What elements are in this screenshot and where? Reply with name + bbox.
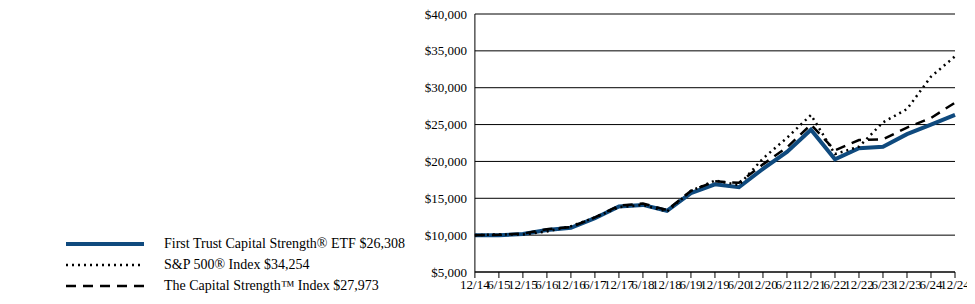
svg-text:12/23: 12/23	[892, 277, 922, 292]
svg-text:6/21: 6/21	[775, 277, 798, 292]
svg-text:$40,000: $40,000	[425, 8, 467, 22]
html-text:First Trust Capital Strength®: First Trust Capital Strength® ETF $26,30…	[164, 235, 405, 251]
svg-text:12/15: 12/15	[508, 277, 538, 292]
html-text:The Capital Strength™ Index $2: The Capital Strength™ Index $27,973	[164, 277, 379, 293]
svg-text:$15,000: $15,000	[425, 191, 467, 206]
svg-text:12/17: 12/17	[604, 277, 634, 292]
svg-text:$25,000: $25,000	[425, 117, 467, 132]
svg-text:12/14: 12/14	[460, 277, 490, 293]
svg-text:6/17: 6/17	[583, 277, 607, 293]
svg-text:12/19: 12/19	[700, 277, 730, 292]
svg-text:12/24: 12/24	[940, 277, 967, 292]
svg-text:6/24: 6/24	[919, 277, 943, 293]
svg-text:6/22: 6/22	[823, 277, 846, 292]
svg-text:12/20: 12/20	[748, 277, 778, 292]
svg-text:6/19: 6/19	[679, 277, 702, 292]
svg-text:$20,000: $20,000	[425, 154, 467, 169]
svg-text:6/16: 6/16	[535, 277, 559, 293]
svg-text:$10,000: $10,000	[425, 228, 467, 243]
html-text:S&P 500® Index $34,254: S&P 500® Index $34,254	[164, 256, 310, 272]
svg-text:6/20: 6/20	[727, 277, 750, 292]
svg-text:12/22: 12/22	[844, 277, 874, 292]
svg-text:6/23: 6/23	[871, 277, 894, 292]
svg-text:$5,000: $5,000	[431, 265, 467, 280]
svg-text:$35,000: $35,000	[425, 43, 467, 58]
svg-text:6/18: 6/18	[631, 277, 654, 292]
svg-text:12/18: 12/18	[652, 277, 682, 292]
svg-text:6/15: 6/15	[487, 277, 510, 292]
svg-text:12/21: 12/21	[796, 277, 826, 292]
svg-text:12/16: 12/16	[556, 277, 586, 292]
svg-text:$30,000: $30,000	[425, 80, 467, 95]
